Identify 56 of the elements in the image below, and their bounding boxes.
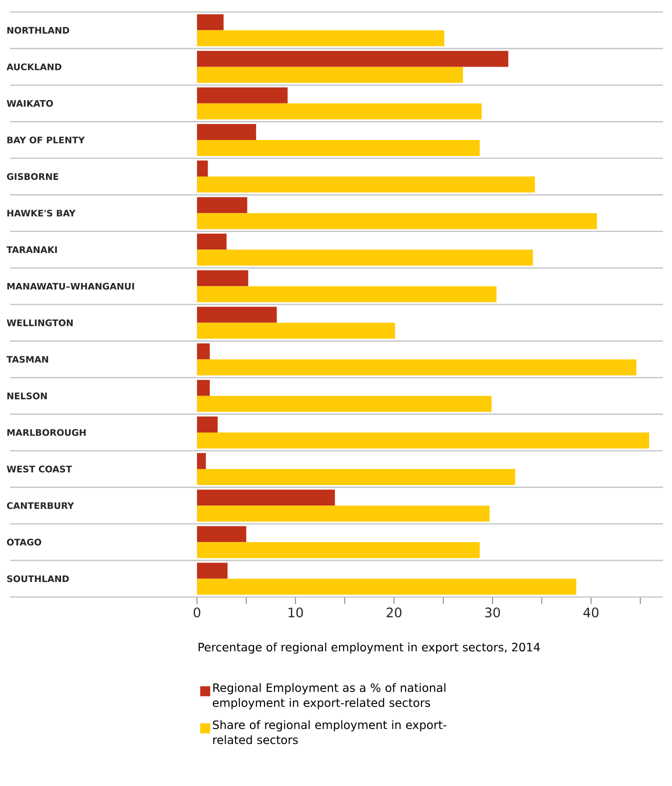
bar (197, 286, 496, 302)
bar (197, 322, 396, 339)
x-tick-label: 40 (583, 608, 598, 618)
y-tick-label: GISBORNE (6, 173, 58, 180)
bar (197, 103, 482, 120)
bar (197, 66, 463, 83)
y-tick-label: NORTHLAND (7, 26, 70, 34)
bar (197, 14, 224, 30)
legend-label: Share of regional employment in export-related sectors (212, 720, 446, 744)
bar (197, 359, 636, 376)
y-tick-label: SOUTHLAND (7, 575, 69, 582)
y-tick-label: NELSON (7, 392, 47, 400)
bar (197, 176, 535, 193)
x-tick-label: 20 (386, 608, 402, 618)
y-tick-label: AUCKLAND (6, 63, 62, 70)
y-tick-label: MARLBOROUGH (7, 429, 86, 436)
bar (197, 160, 208, 177)
bar (197, 270, 248, 286)
bar (197, 50, 508, 67)
bar (197, 562, 228, 579)
y-tick-label: MANAWATU–WHANGANUI (7, 282, 134, 290)
bar (197, 432, 650, 448)
bar (197, 506, 490, 522)
bar (197, 234, 227, 250)
bar (197, 124, 256, 140)
bar (197, 578, 576, 595)
y-tick-label: WELLINGTON (6, 319, 73, 326)
y-tick-label: CANTERBURY (6, 502, 74, 510)
bar (197, 416, 218, 432)
bar (197, 30, 444, 46)
y-tick-label: HAWKE'S BAY (7, 210, 76, 217)
y-tick-label: WAIKATO (6, 100, 53, 107)
bar (197, 490, 335, 506)
bar (197, 343, 210, 360)
x-tick-label: 10 (288, 608, 303, 618)
x-axis-title: Percentage of regional employment in export sectors, 2014 (198, 642, 540, 654)
bar (197, 306, 277, 323)
x-tick-label: 30 (485, 608, 500, 618)
y-tick-label: WEST COAST (6, 466, 72, 472)
y-tick-label: OTAGO (6, 538, 42, 546)
bar (197, 213, 597, 230)
x-tick-label: 0 (194, 608, 200, 618)
y-tick-label: BAY OF PLENTY (7, 136, 85, 144)
bar (197, 250, 533, 266)
bar (197, 469, 516, 486)
bar (197, 87, 288, 104)
y-tick-label: TASMAN (6, 356, 48, 363)
bar (197, 526, 246, 542)
bar (197, 453, 206, 470)
legend-label: Regional Employment as a % of national employment in export-related sectors (212, 683, 446, 710)
bar (197, 380, 210, 396)
bar (197, 197, 248, 214)
y-tick-label: TARANAKI (6, 246, 57, 253)
bar (197, 542, 480, 558)
bar (197, 396, 492, 412)
bar (197, 140, 480, 156)
